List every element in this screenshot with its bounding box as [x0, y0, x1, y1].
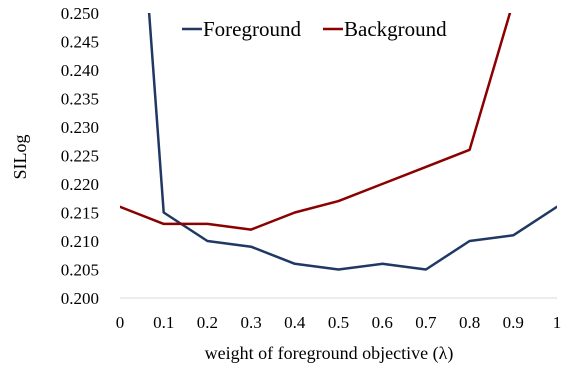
x-axis-title: weight of foreground objective (λ): [205, 343, 454, 364]
x-tick-label: 0.3: [240, 313, 261, 332]
y-tick-label: 0.230: [61, 118, 99, 137]
x-tick-label: 0.1: [153, 313, 174, 332]
y-axis-ticks: 0.200 0.205 0.210 0.215 0.220 0.225 0.230 0.235…: [61, 4, 99, 308]
y-tick-label: 0.250: [61, 4, 99, 23]
legend: Foreground Background: [182, 17, 447, 41]
x-tick-label: 0.5: [328, 313, 349, 332]
x-tick-label: 0.7: [415, 313, 437, 332]
x-tick-label: 0.9: [503, 313, 524, 332]
y-axis-title: SILog: [10, 135, 30, 180]
y-tick-label: 0.215: [61, 204, 99, 223]
y-tick-label: 0.200: [61, 289, 99, 308]
x-axis-ticks: 0 0.1 0.2 0.3 0.4 0.5 0.6 0.7 0.8 0.9 1: [116, 313, 562, 332]
series-line-foreground: [147, 13, 557, 271]
y-tick-label: 0.225: [61, 147, 99, 166]
series-line-background: [120, 13, 512, 231]
y-tick-label: 0.235: [61, 90, 99, 109]
x-tick-label: 0.6: [372, 313, 393, 332]
x-tick-label: 0.2: [197, 313, 218, 332]
x-tick-label: 0: [116, 313, 125, 332]
y-tick-label: 0.220: [61, 175, 99, 194]
y-tick-label: 0.240: [61, 61, 99, 80]
series-layer: [120, 13, 557, 271]
y-tick-label: 0.210: [61, 232, 99, 251]
legend-label-background: Background: [344, 17, 447, 41]
x-tick-label: 0.8: [459, 313, 480, 332]
legend-label-foreground: Foreground: [203, 17, 301, 41]
y-tick-label: 0.205: [61, 261, 99, 280]
x-tick-label: 0.4: [284, 313, 306, 332]
x-tick-label: 1: [553, 313, 562, 332]
y-tick-label: 0.245: [61, 33, 99, 52]
